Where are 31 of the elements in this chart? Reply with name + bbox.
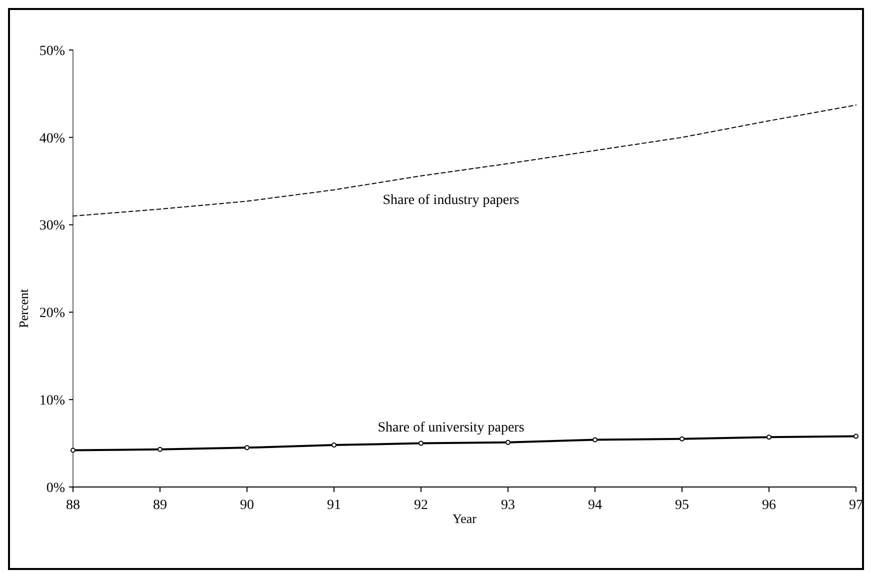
x-tick-label: 94 xyxy=(588,498,602,513)
point xyxy=(766,434,772,440)
point xyxy=(244,445,250,450)
y-tick-label: 20% xyxy=(39,306,66,322)
y-axis-title: Percent xyxy=(16,288,31,328)
x-tick-label: 95 xyxy=(675,498,689,513)
x-tick-label: 97 xyxy=(849,498,863,513)
y-tick-label: 0% xyxy=(46,480,66,496)
x-tick-label: 89 xyxy=(153,498,167,513)
y-tick-label: 10% xyxy=(39,394,66,408)
point xyxy=(158,446,162,452)
x-tick-label: 91 xyxy=(327,498,341,513)
point xyxy=(506,440,510,445)
y-tick-label: 50% xyxy=(39,44,66,59)
x-tick-label: 92 xyxy=(414,498,428,513)
line-series xyxy=(72,104,856,217)
series-label: Share of industry papers xyxy=(382,192,520,208)
series-label: Share of university papers xyxy=(378,420,524,436)
point xyxy=(70,448,76,453)
point xyxy=(592,437,598,442)
y-tick-label: 40% xyxy=(39,131,66,146)
point xyxy=(418,440,424,446)
x-tick-label: 90 xyxy=(240,498,254,513)
x-tick-label: 96 xyxy=(762,498,776,513)
point xyxy=(680,436,684,442)
y-tick-label: 30% xyxy=(39,218,66,234)
x-tick-label: 93 xyxy=(501,498,515,513)
point xyxy=(332,442,336,448)
x-axis-title: Year xyxy=(452,511,478,526)
point xyxy=(854,434,858,439)
x-tick-label: 88 xyxy=(66,498,80,513)
